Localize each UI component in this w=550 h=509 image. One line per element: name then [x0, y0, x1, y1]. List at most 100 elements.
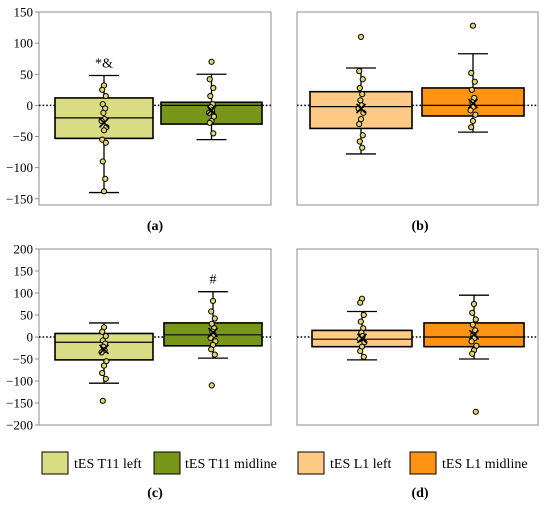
data-point	[208, 382, 215, 389]
panel-a: −150 −100 −50 0 50 100 150 *& (a)	[6, 5, 272, 234]
box-tes-t11-midline: #	[163, 273, 263, 389]
data-point	[357, 33, 365, 41]
y-tick-label: 0	[27, 330, 34, 345]
data-point	[357, 347, 364, 355]
panel-label: (b)	[411, 219, 428, 234]
data-point	[360, 353, 367, 360]
legend-label: tES T11 midline	[185, 457, 277, 472]
legend-item-t11-left: tES T11 left	[41, 451, 142, 475]
y-tick-label: −200	[6, 418, 33, 433]
data-point	[206, 76, 213, 83]
legend-swatch	[153, 451, 181, 475]
y-tick-label: −50	[13, 129, 33, 144]
box-tes-t11-midline	[160, 58, 263, 141]
data-point	[100, 109, 107, 116]
data-point	[468, 69, 475, 77]
legend: tES T11 left tES T11 midline tES L1 left…	[41, 451, 528, 475]
legend-swatch	[41, 451, 69, 475]
legend-label: tES T11 left	[74, 457, 142, 472]
y-tick-label: −150	[6, 191, 33, 206]
data-point	[99, 158, 106, 165]
y-tick-label: 50	[20, 308, 33, 323]
data-point	[100, 188, 108, 195]
legend-item-t11-midline: tES T11 midline	[153, 451, 277, 475]
data-point	[99, 369, 106, 377]
y-tick-label: 200	[14, 242, 34, 257]
data-point	[357, 97, 364, 104]
data-point	[471, 78, 478, 85]
data-point	[356, 138, 363, 145]
data-point	[357, 115, 365, 123]
data-point	[469, 321, 476, 328]
panel-frame	[38, 11, 272, 206]
y-tick-label: −150	[6, 396, 33, 411]
data-point	[102, 333, 109, 340]
data-point	[468, 124, 475, 131]
data-point	[468, 338, 475, 345]
y-tick-label: −50	[13, 352, 33, 367]
data-point	[469, 117, 477, 125]
panel-frame	[296, 11, 539, 206]
data-point	[359, 76, 366, 83]
data-point	[356, 120, 363, 128]
data-point	[209, 297, 217, 305]
data-point	[207, 92, 214, 100]
data-point	[211, 315, 218, 322]
box-tes-t11-left	[54, 322, 154, 404]
panel-label: (c)	[147, 486, 163, 501]
y-tick-label: 50	[20, 67, 33, 82]
mean-marker	[98, 344, 110, 355]
data-point	[100, 127, 108, 134]
data-point	[206, 119, 213, 126]
legend-swatch	[297, 451, 325, 475]
panel-b: (b)	[296, 11, 539, 234]
significance-annotation: *&	[95, 57, 113, 72]
legend-swatch	[409, 451, 437, 475]
y-tick-label: 100	[14, 36, 34, 51]
panel-label: (d)	[411, 486, 428, 501]
data-point	[357, 299, 364, 306]
mean-marker	[468, 329, 480, 340]
mean-marker	[206, 105, 217, 116]
data-point	[359, 132, 366, 139]
data-point	[100, 362, 108, 369]
panels: −150 −100 −50 0 50 100 150 *& (a) (b) −200 −150 −100…	[6, 5, 539, 501]
data-point	[99, 397, 106, 404]
mean-marker	[467, 98, 479, 109]
legend-label: tES L1 left	[330, 457, 392, 472]
data-point	[357, 318, 364, 325]
legend-item-l1-left: tES L1 left	[297, 451, 392, 475]
data-point	[360, 311, 367, 319]
mean-marker	[207, 327, 219, 338]
box-tes-l1-left	[311, 295, 413, 361]
data-point	[359, 91, 366, 98]
data-point	[472, 111, 479, 118]
y-tick-label: −100	[6, 374, 33, 389]
data-point	[210, 130, 217, 137]
y-tick-label: 150	[14, 5, 34, 20]
y-tick-label: 100	[14, 286, 34, 301]
mean-marker	[356, 333, 368, 344]
y-tick-label: 0	[27, 98, 34, 113]
box-tes-l1-left	[309, 33, 413, 155]
data-point	[356, 84, 363, 92]
data-point	[469, 22, 477, 29]
panel-c: −200 −150 −100 −50 0 50 100 150 200 # (c)	[6, 242, 272, 501]
legend-label: tES L1 midline	[442, 457, 528, 472]
data-point	[469, 350, 476, 357]
data-point	[102, 139, 109, 146]
data-point	[472, 316, 479, 323]
data-point	[102, 375, 109, 382]
data-point	[210, 84, 217, 92]
data-point	[208, 308, 215, 315]
data-point	[102, 175, 109, 182]
data-point	[102, 92, 109, 100]
mean-marker	[355, 103, 367, 114]
box-tes-l1-midline	[423, 294, 525, 415]
panel-d: (d)	[296, 248, 539, 501]
data-point	[99, 86, 106, 93]
data-point	[208, 58, 215, 65]
data-point	[467, 107, 474, 114]
data-point	[468, 86, 475, 93]
